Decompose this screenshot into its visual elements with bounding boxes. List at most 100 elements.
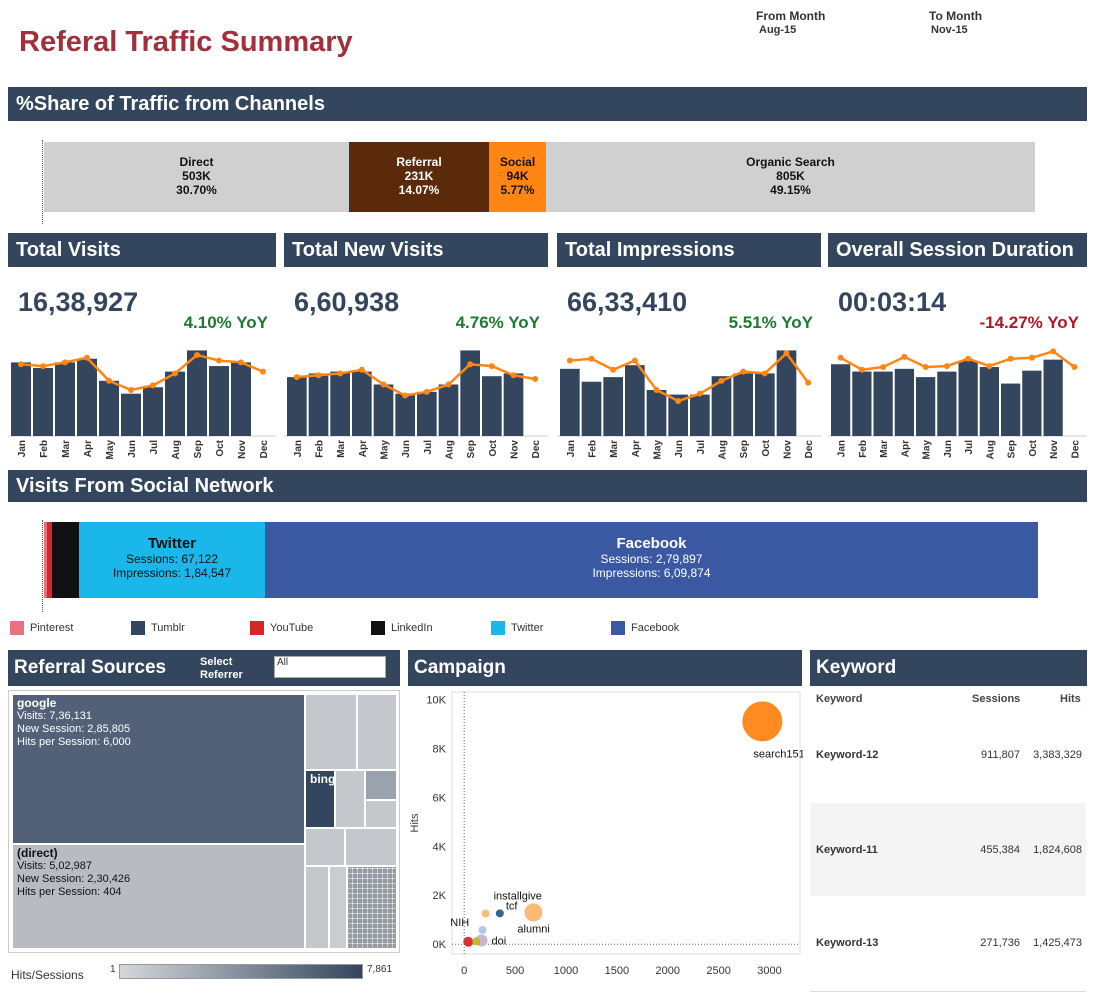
chart-trend-point[interactable] (358, 366, 365, 373)
treemap-small-tiles[interactable] (347, 866, 397, 949)
chart-bar[interactable] (482, 376, 502, 436)
chart-trend-point[interactable] (1007, 355, 1014, 362)
legend-item-twitter[interactable]: Twitter (491, 621, 543, 635)
treemap-tile[interactable] (357, 694, 397, 770)
treemap-tile[interactable] (305, 828, 345, 866)
chart-bar[interactable] (121, 393, 141, 436)
chart-bar[interactable] (852, 371, 872, 436)
treemap-tile[interactable] (365, 770, 397, 800)
chart-bar[interactable] (776, 350, 797, 436)
keyword-row[interactable]: Keyword-12 911,807 3,383,329 (810, 710, 1086, 803)
chart-trend-point[interactable] (128, 387, 134, 393)
chart-bar[interactable] (560, 368, 580, 436)
youtube-bar[interactable] (47, 522, 52, 598)
legend-item-tumblr[interactable]: Tumblr (131, 621, 185, 635)
chart-trend-point[interactable] (837, 354, 844, 361)
chart-trend-point[interactable] (260, 368, 266, 375)
chart-trend-point[interactable] (986, 363, 993, 370)
chart-trend-point[interactable] (238, 359, 244, 366)
chart-bar[interactable] (581, 381, 602, 436)
chart-bar[interactable] (1022, 370, 1042, 436)
treemap-direct[interactable]: (direct) Visits: 5,02,987 New Session: 2… (12, 844, 305, 949)
chart-trend-point[interactable] (62, 359, 68, 366)
chart-trend-point[interactable] (588, 355, 595, 362)
chart-trend-point[interactable] (1028, 354, 1035, 361)
treemap-tile[interactable] (329, 866, 347, 949)
chart-bar[interactable] (937, 371, 957, 436)
chart-trend-point[interactable] (1071, 364, 1078, 370)
chart-bar[interactable] (711, 376, 732, 436)
chart-trend-point[interactable] (150, 382, 156, 389)
chart-bar[interactable] (1043, 359, 1063, 436)
legend-item-linkedin[interactable]: LinkedIn (371, 621, 433, 635)
chart-trend-point[interactable] (901, 353, 908, 360)
treemap-tile[interactable] (345, 828, 397, 866)
chart-bar[interactable] (646, 390, 667, 436)
chart-bar[interactable] (460, 350, 480, 436)
chart-bar[interactable] (287, 377, 307, 436)
from-month-value[interactable]: Aug-15 (759, 24, 797, 36)
scatter-point[interactable] (481, 909, 490, 918)
treemap-tile[interactable] (305, 694, 357, 770)
chart-bar[interactable] (77, 358, 97, 436)
chart-bar[interactable] (165, 371, 185, 436)
chart-trend-point[interactable] (696, 390, 703, 397)
scatter-point[interactable] (472, 937, 481, 946)
treemap-bing[interactable]: bing (305, 770, 335, 828)
chart-trend-point[interactable] (84, 354, 90, 361)
chart-bar[interactable] (209, 366, 229, 436)
share-segment-social[interactable]: Social 94K 5.77% (489, 142, 546, 212)
chart-bar[interactable] (690, 394, 710, 436)
chart-trend-point[interactable] (380, 381, 387, 388)
treemap-tile[interactable] (335, 770, 365, 828)
share-segment-referral[interactable]: Referral 231K 14.07% (349, 142, 489, 212)
chart-trend-point[interactable] (675, 398, 682, 405)
chart-bar[interactable] (503, 373, 524, 436)
chart-trend-point[interactable] (293, 374, 300, 381)
chart-trend-point[interactable] (40, 363, 46, 370)
chart-trend-point[interactable] (922, 364, 929, 370)
chart-bar[interactable] (755, 373, 775, 436)
chart-bar[interactable] (831, 364, 851, 436)
scatter-point[interactable] (742, 701, 783, 742)
chart-trend-point[interactable] (805, 379, 812, 386)
linkedin-bar[interactable] (52, 522, 79, 598)
chart-trend-point[interactable] (423, 388, 430, 395)
chart-trend-point[interactable] (510, 372, 517, 379)
to-month-value[interactable]: Nov-15 (931, 24, 968, 36)
chart-bar[interactable] (979, 367, 999, 436)
chart-bar[interactable] (330, 371, 350, 436)
chart-trend-point[interactable] (337, 370, 344, 377)
chart-bar[interactable] (231, 362, 251, 436)
legend-item-pinterest[interactable]: Pinterest (10, 621, 73, 635)
chart-bar[interactable] (958, 360, 978, 436)
chart-trend-point[interactable] (194, 352, 200, 359)
chart-bar[interactable] (143, 387, 163, 436)
chart-bar[interactable] (55, 362, 75, 436)
chart-bar[interactable] (395, 393, 415, 436)
chart-trend-point[interactable] (718, 377, 725, 384)
chart-bar[interactable] (438, 384, 459, 436)
chart-trend-point[interactable] (315, 372, 322, 379)
chart-trend-point[interactable] (943, 363, 950, 370)
chart-bar[interactable] (352, 371, 372, 436)
chart-bar[interactable] (1001, 383, 1021, 436)
chart-trend-point[interactable] (631, 357, 638, 364)
facebook-bar[interactable]: Facebook Sessions: 2,79,897 Impressions:… (265, 522, 1038, 598)
chart-bar[interactable] (916, 377, 936, 436)
chart-trend-point[interactable] (532, 375, 539, 382)
chart-trend-point[interactable] (445, 381, 452, 388)
chart-trend-point[interactable] (216, 357, 222, 364)
chart-bar[interactable] (11, 362, 31, 436)
scatter-point[interactable] (463, 936, 474, 947)
chart-trend-point[interactable] (488, 363, 495, 370)
chart-bar[interactable] (417, 391, 437, 436)
chart-trend-point[interactable] (172, 370, 178, 377)
chart-bar[interactable] (603, 377, 623, 436)
chart-bar[interactable] (308, 373, 329, 436)
select-referrer-dropdown[interactable]: All (274, 656, 386, 678)
keyword-row[interactable]: Keyword-13 271,736 1,425,473 (810, 896, 1086, 992)
chart-trend-point[interactable] (1050, 348, 1057, 355)
chart-trend-point[interactable] (610, 366, 617, 373)
share-segment-organic-search[interactable]: Organic Search 805K 49.15% (546, 142, 1035, 212)
